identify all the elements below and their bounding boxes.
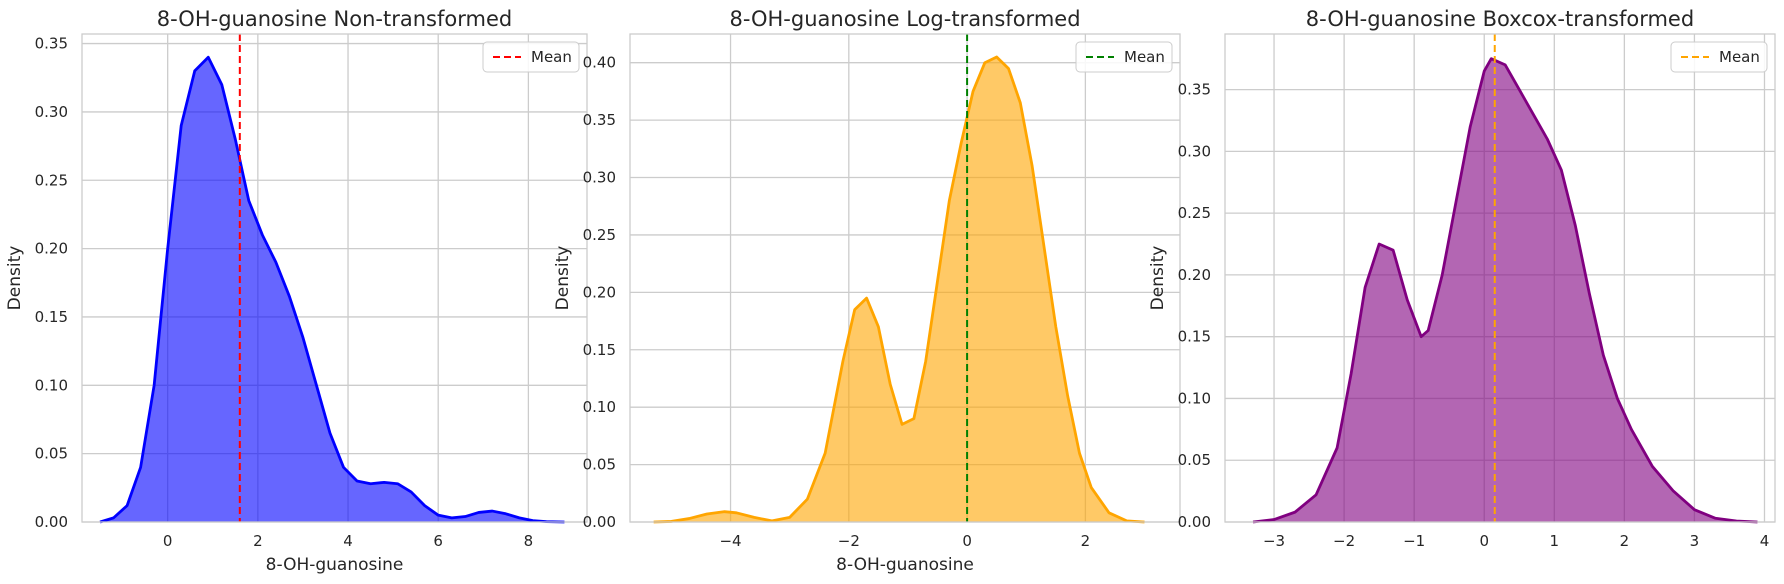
y-tick-label: 0.15 xyxy=(35,308,68,326)
density-area xyxy=(100,57,565,523)
density-line xyxy=(1252,57,1758,524)
y-tick-label: 0.05 xyxy=(1178,451,1211,469)
x-tick-label: 2 xyxy=(253,532,263,550)
y-tick-label: 0.05 xyxy=(35,445,68,463)
chart-title: 8-OH-guanosine Boxcox-transformed xyxy=(1306,7,1694,31)
x-tick-label: −1 xyxy=(1403,532,1425,550)
x-tick-label: −3 xyxy=(1263,532,1285,550)
legend-label: Mean xyxy=(1124,48,1165,66)
x-tick-label: 2 xyxy=(1081,532,1091,550)
legend-frame xyxy=(1075,41,1173,73)
y-tick-label: 0.25 xyxy=(35,171,68,189)
y-tick-label: 0.35 xyxy=(583,111,616,129)
density-area xyxy=(1253,58,1758,523)
density-line xyxy=(653,55,1145,524)
y-tick-label: 0.35 xyxy=(1178,81,1211,99)
y-tick-label: 0.10 xyxy=(1178,389,1211,407)
y-tick-label: 0.25 xyxy=(1178,204,1211,222)
legend-label: Mean xyxy=(1719,48,1760,66)
legend: Mean xyxy=(482,41,580,73)
x-tick-label: 0 xyxy=(1479,532,1489,550)
chart-panel-non-transformed: 0 2 4 6 8 0.00 0.05 0.10 0.15 0.20 0.25 0.30 0.35 8-O… xyxy=(5,7,588,575)
y-tick-label: 0.15 xyxy=(1178,328,1211,346)
y-tick-label: 0.20 xyxy=(35,240,68,258)
y-tick-label: 0.30 xyxy=(35,103,68,121)
plot-frame xyxy=(81,33,588,523)
y-tick-label: 0.30 xyxy=(1178,142,1211,160)
x-tick-label: 2 xyxy=(1620,532,1630,550)
y-tick-label: 0.20 xyxy=(1178,266,1211,284)
y-axis-label: Density xyxy=(1148,246,1168,311)
y-tick-label: 0.15 xyxy=(583,341,616,359)
y-axis-label: Density xyxy=(5,246,25,311)
y-tick-label: 0.40 xyxy=(583,54,616,72)
y-tick-label: 0.25 xyxy=(583,226,616,244)
y-tick-label: 0.20 xyxy=(583,283,616,301)
x-tick-label: −2 xyxy=(1333,532,1355,550)
legend-frame xyxy=(482,41,580,73)
y-tick-label: 0.00 xyxy=(1178,513,1211,531)
x-tick-label: 4 xyxy=(1760,532,1770,550)
x-tick-label: 0 xyxy=(962,532,972,550)
density-area xyxy=(653,56,1145,523)
chart-panel-boxcox-transformed: −3 −2 −1 0 1 2 3 4 0.00 0.05 0.10 0.15 0.20 0.25 0.30 0… xyxy=(1148,7,1776,550)
x-tick-label: 6 xyxy=(433,532,443,550)
legend-label: Mean xyxy=(531,48,572,66)
chart-title: 8-OH-guanosine Non-transformed xyxy=(157,7,512,31)
x-tick-label: 3 xyxy=(1690,532,1700,550)
y-tick-label: 0.00 xyxy=(35,513,68,531)
x-tick-label: 1 xyxy=(1550,532,1560,550)
y-tick-label: 0.35 xyxy=(35,35,68,53)
chart-title: 8-OH-guanosine Log-transformed xyxy=(729,7,1080,31)
x-axis-label: 8-OH-guanosine xyxy=(836,555,974,575)
y-tick-label: 0.30 xyxy=(583,169,616,187)
y-axis-label: Density xyxy=(553,246,573,311)
x-tick-label: 0 xyxy=(163,532,173,550)
legend: Mean xyxy=(1670,41,1768,73)
x-axis-label: 8-OH-guanosine xyxy=(266,555,404,575)
x-tick-label: −4 xyxy=(719,532,741,550)
x-tick-label: 4 xyxy=(343,532,353,550)
legend: Mean xyxy=(1075,41,1173,73)
y-tick-label: 0.10 xyxy=(583,398,616,416)
y-tick-label: 0.00 xyxy=(583,513,616,531)
x-tick-label: −2 xyxy=(838,532,860,550)
y-tick-label: 0.10 xyxy=(35,376,68,394)
chart-panel-log-transformed: −4 −2 0 2 0.00 0.05 0.10 0.15 0.20 0.25 0.30 0.35 0.… xyxy=(553,7,1181,575)
plot-frame xyxy=(1224,33,1776,523)
x-tick-label: 8 xyxy=(524,532,534,550)
plot-frame xyxy=(629,33,1181,523)
density-line xyxy=(99,55,565,524)
y-tick-label: 0.05 xyxy=(583,456,616,474)
legend-frame xyxy=(1670,41,1768,73)
